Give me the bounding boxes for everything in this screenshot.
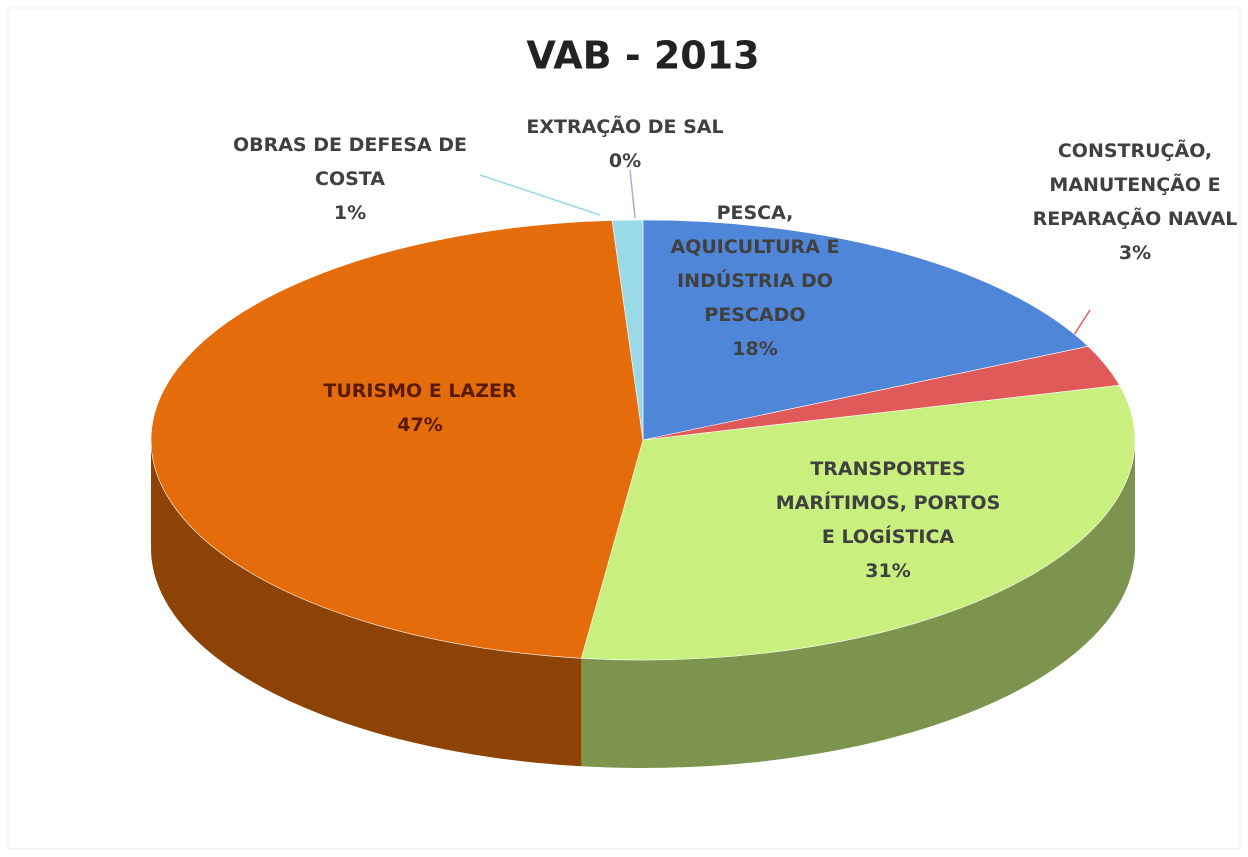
- value-label: 47%: [397, 414, 443, 436]
- slice-label: EXTRAÇÃO DE SAL 0%: [495, 110, 755, 178]
- slice: [580, 384, 1136, 661]
- leader-line: [629, 169, 636, 219]
- slice: [642, 219, 1089, 441]
- category-label: PESCA, AQUICULTURA E INDÚSTRIA DO PESCAD…: [670, 202, 840, 326]
- slice-side-shade: [151, 440, 582, 767]
- value-label: 3%: [1118, 242, 1152, 264]
- chart-title: VAB - 2013: [526, 34, 759, 78]
- category-label: TURISMO E LAZER: [323, 380, 517, 402]
- leader-line: [1071, 309, 1091, 339]
- slice-side: [151, 440, 582, 767]
- value-label: 31%: [865, 560, 911, 582]
- category-label: EXTRAÇÃO DE SAL: [526, 116, 724, 138]
- slice-label: PESCA, AQUICULTURA E INDÚSTRIA DO PESCAD…: [640, 196, 870, 366]
- slice-label: TURISMO E LAZER 47%: [270, 374, 570, 442]
- category-label: OBRAS DE DEFESA DE COSTA: [232, 134, 468, 190]
- slice-label: OBRAS DE DEFESA DE COSTA 1%: [225, 128, 475, 230]
- slice-side-shade: [581, 440, 1135, 768]
- category-label: CONSTRUÇÃO, MANUTENÇÃO E REPARAÇÃO NAVAL: [1032, 140, 1238, 230]
- slice-side: [581, 440, 1135, 768]
- category-label: TRANSPORTES MARÍTIMOS, PORTOS E LOGÍSTIC…: [775, 458, 1001, 548]
- value-label: 18%: [732, 338, 778, 360]
- value-label: 0%: [608, 150, 642, 172]
- slice: [611, 219, 644, 441]
- slice-label: TRANSPORTES MARÍTIMOS, PORTOS E LOGÍSTIC…: [773, 452, 1003, 588]
- leader-line: [479, 174, 601, 216]
- slice: [150, 220, 644, 659]
- value-label: 1%: [333, 202, 367, 224]
- slice-label: CONSTRUÇÃO, MANUTENÇÃO E REPARAÇÃO NAVAL…: [1020, 134, 1248, 270]
